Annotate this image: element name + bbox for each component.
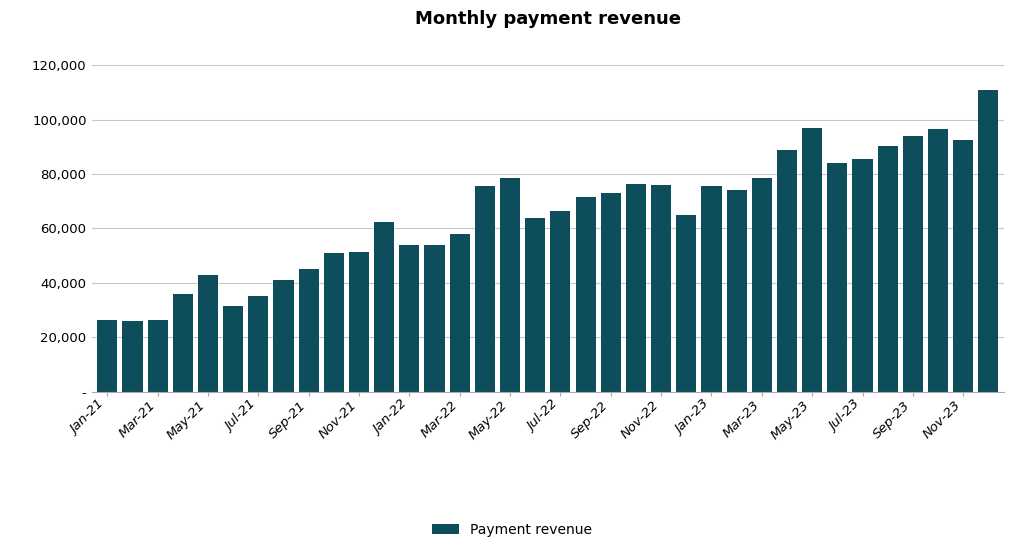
Legend: Payment revenue: Payment revenue — [426, 517, 598, 542]
Bar — [601, 193, 621, 392]
Bar — [852, 159, 872, 392]
Bar — [626, 183, 646, 392]
Bar — [349, 251, 369, 392]
Bar — [953, 140, 973, 392]
Bar — [450, 234, 470, 392]
Bar — [575, 197, 596, 392]
Bar — [802, 128, 822, 392]
Bar — [374, 221, 394, 392]
Bar — [676, 215, 696, 392]
Bar — [399, 245, 420, 392]
Bar — [97, 319, 118, 392]
Bar — [651, 185, 671, 392]
Bar — [123, 321, 142, 392]
Bar — [928, 129, 948, 392]
Bar — [425, 245, 444, 392]
Bar — [903, 136, 923, 392]
Bar — [223, 306, 244, 392]
Bar — [198, 275, 218, 392]
Bar — [273, 280, 294, 392]
Bar — [727, 190, 746, 392]
Bar — [752, 178, 772, 392]
Bar — [475, 186, 495, 392]
Bar — [173, 294, 193, 392]
Bar — [878, 145, 898, 392]
Title: Monthly payment revenue: Monthly payment revenue — [415, 10, 681, 28]
Bar — [299, 269, 318, 392]
Bar — [827, 163, 848, 392]
Bar — [500, 178, 520, 392]
Bar — [550, 211, 570, 392]
Bar — [324, 253, 344, 392]
Bar — [701, 186, 722, 392]
Bar — [147, 319, 168, 392]
Bar — [777, 150, 797, 392]
Bar — [248, 296, 268, 392]
Bar — [978, 90, 998, 392]
Bar — [525, 218, 546, 392]
